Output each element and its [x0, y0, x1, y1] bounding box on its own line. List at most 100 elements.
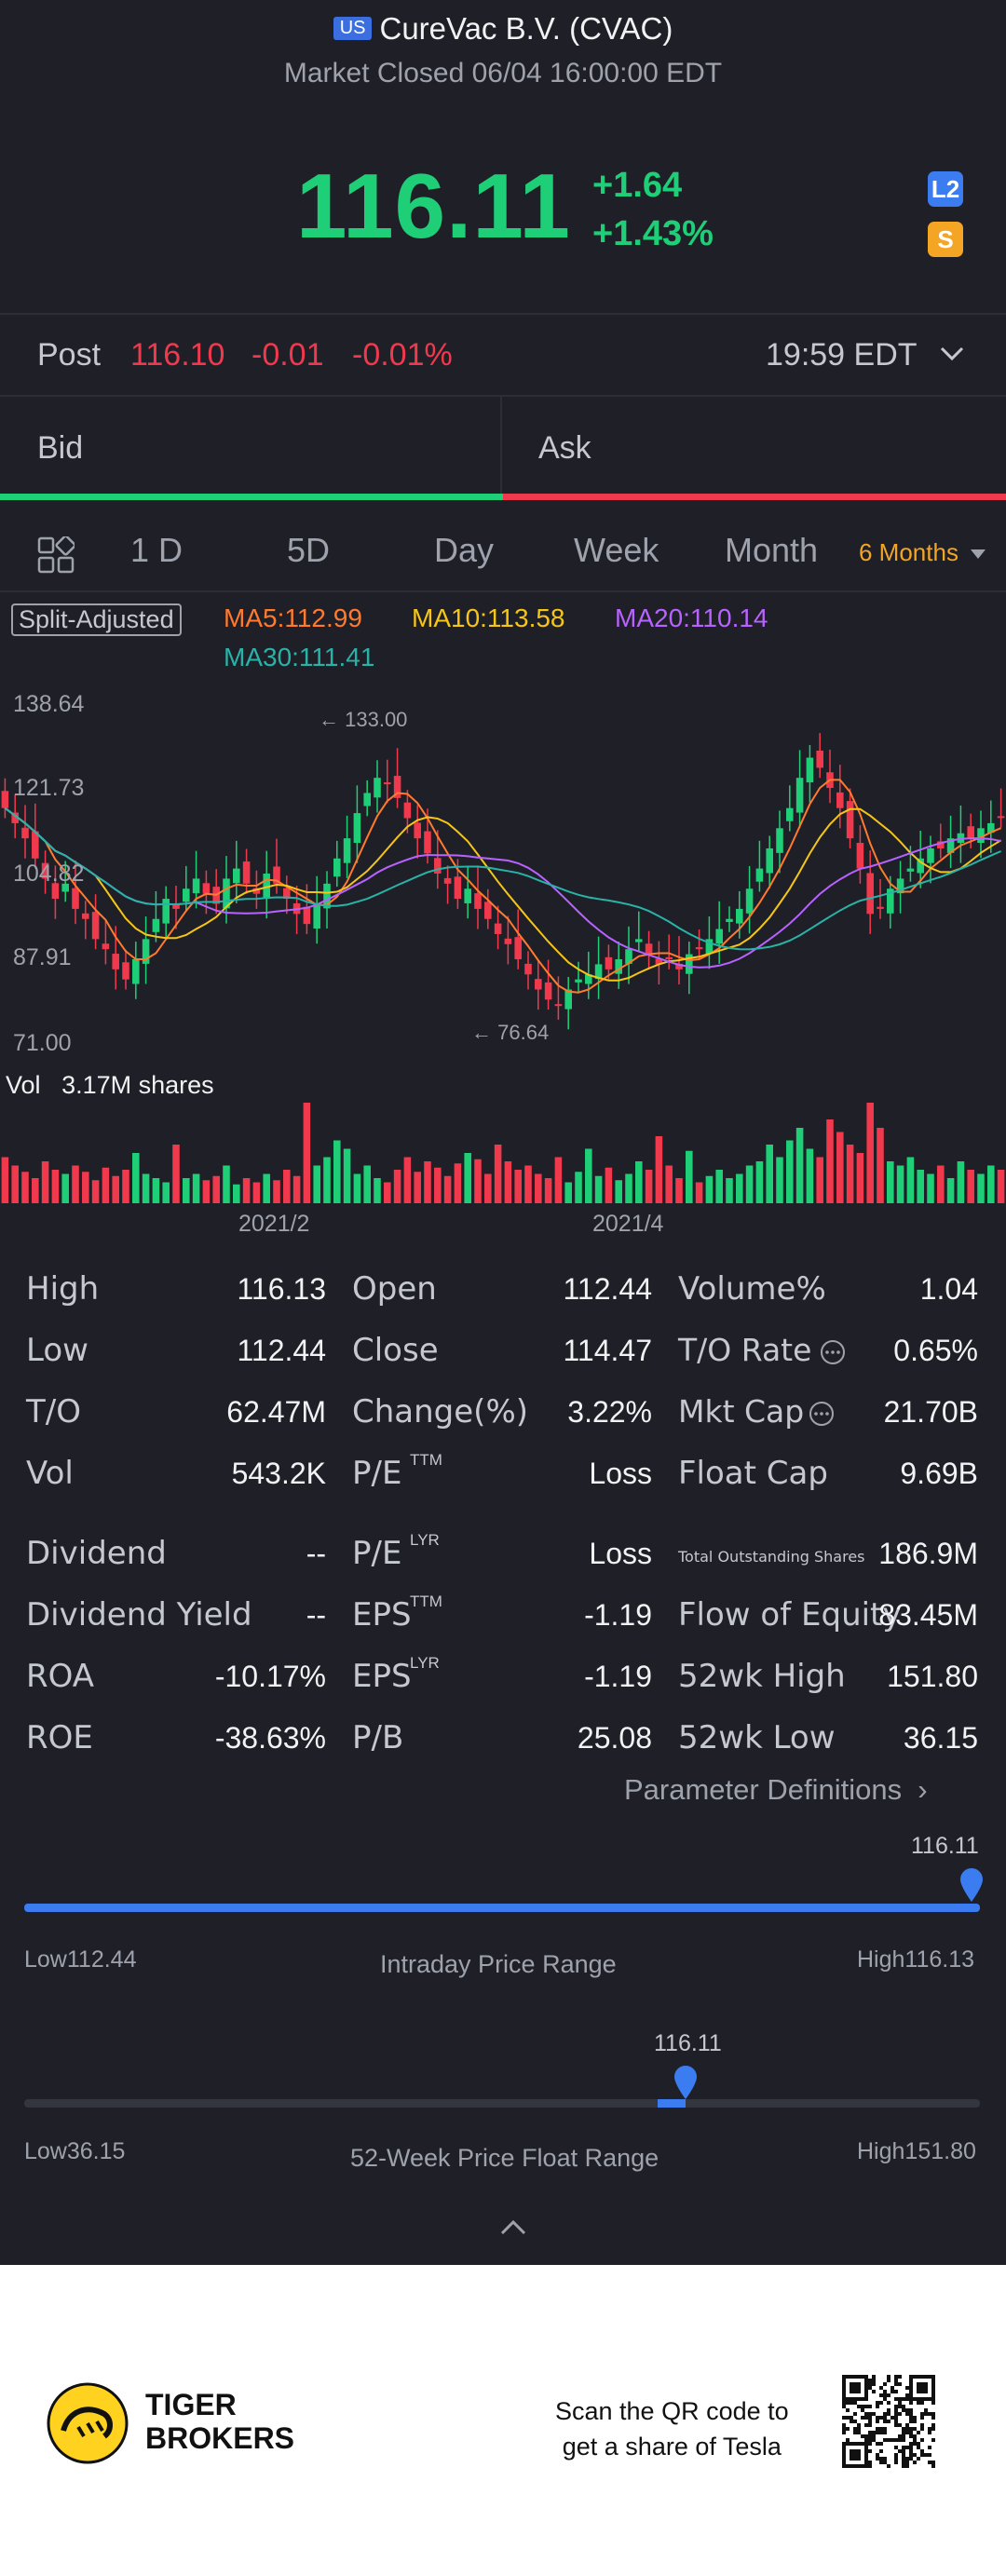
- stat-value: 114.47: [563, 1334, 653, 1367]
- ask-label[interactable]: Ask: [538, 430, 591, 466]
- chevron-up-icon[interactable]: [499, 2218, 527, 2237]
- ma30-legend: MA30:111.41: [224, 643, 375, 671]
- candle: [172, 886, 180, 929]
- tab-month[interactable]: Month: [725, 531, 819, 569]
- qr-code[interactable]: [842, 2375, 935, 2468]
- candle: [946, 815, 955, 869]
- stat-label: T/O: [26, 1393, 81, 1430]
- volume-bar: [283, 1170, 291, 1203]
- stock-title: US CureVac B.V. (CVAC): [0, 11, 1006, 47]
- stat-value: --: [306, 1537, 326, 1570]
- volume-bar: [655, 1136, 663, 1203]
- candle: [686, 942, 693, 995]
- parameter-definitions-link[interactable]: Parameter Definitions ›: [624, 1773, 928, 1806]
- volume-bar: [384, 1182, 391, 1203]
- candle: [414, 805, 421, 859]
- volume-bar: [1, 1157, 9, 1203]
- intraday-low: Low112.44: [24, 1946, 137, 1973]
- stat-label: P/E: [352, 1535, 402, 1572]
- info-icon[interactable]: [820, 1339, 846, 1365]
- volume-bar: [836, 1132, 844, 1203]
- candle: [877, 878, 884, 919]
- tab-6-months[interactable]: 6 Months: [859, 538, 958, 566]
- divider: [0, 313, 1006, 315]
- shortable-badge[interactable]: S: [928, 222, 963, 257]
- candle: [212, 869, 220, 915]
- y-axis-label: 87.91: [13, 944, 72, 970]
- tab-day[interactable]: Day: [434, 531, 495, 569]
- price-change: +1.64: [592, 166, 683, 205]
- stat-superscript: TTM: [410, 1451, 442, 1469]
- stat-label: Total Outstanding Shares: [678, 1548, 865, 1566]
- volume-bar: [212, 1175, 220, 1203]
- stat-value: 543.2K: [231, 1457, 326, 1490]
- stat-value: 116.13: [237, 1272, 327, 1306]
- intraday-range-title: Intraday Price Range: [380, 1950, 617, 1978]
- volume-chart[interactable]: [0, 1099, 1006, 1203]
- volume-bar: [645, 1170, 653, 1203]
- caret-down-icon[interactable]: [969, 548, 987, 561]
- stat-value: 151.80: [887, 1660, 978, 1693]
- volume-bar: [887, 1161, 894, 1203]
- stat-label: Mkt Cap: [678, 1393, 805, 1430]
- info-icon[interactable]: [809, 1401, 835, 1427]
- qr-caption: Scan the QR code to get a share of Tesla: [555, 2397, 789, 2461]
- y-axis-label: 121.73: [13, 775, 85, 801]
- candle: [524, 951, 532, 990]
- candle: [695, 929, 703, 960]
- candle: [997, 788, 1005, 828]
- volume-bar: [233, 1184, 240, 1203]
- candle: [896, 861, 904, 914]
- split-adjusted-toggle[interactable]: Split-Adjusted: [11, 603, 182, 636]
- stat-value: 25.08: [577, 1721, 652, 1755]
- candle: [51, 865, 60, 919]
- volume-bar: [745, 1165, 754, 1203]
- stock-name: CureVac B.V. (CVAC): [379, 11, 673, 46]
- candle: [575, 961, 582, 993]
- volume-bar: [353, 1173, 361, 1203]
- tab-5d[interactable]: 5D: [287, 531, 331, 569]
- price-chart[interactable]: [0, 689, 1006, 1062]
- ma5-legend: MA5:112.99: [224, 603, 362, 632]
- stat-value: 83.45M: [878, 1598, 978, 1632]
- volume-bar: [514, 1170, 522, 1203]
- stat-value: 9.69B: [900, 1457, 978, 1490]
- candle: [494, 905, 502, 950]
- candle: [917, 831, 924, 888]
- candle: [162, 886, 170, 939]
- low-marker: ← 76.64: [471, 1021, 550, 1044]
- last-price: 116.11: [296, 155, 571, 257]
- candle: [736, 890, 743, 939]
- volume-bar: [374, 1178, 381, 1203]
- candle: [856, 825, 864, 884]
- stat-value: Loss: [589, 1537, 652, 1570]
- volume-bar: [675, 1178, 683, 1203]
- stat-value: 62.47M: [226, 1395, 326, 1429]
- chevron-down-icon[interactable]: [939, 345, 965, 363]
- candle: [233, 840, 240, 903]
- candle: [635, 911, 643, 953]
- grid-layout-icon[interactable]: [37, 536, 75, 574]
- volume-bar: [535, 1173, 542, 1203]
- volume-bar: [987, 1165, 995, 1203]
- tab-week[interactable]: Week: [574, 531, 659, 569]
- level2-badge[interactable]: L2: [928, 171, 963, 207]
- candle: [82, 901, 89, 940]
- volume-bar: [72, 1165, 79, 1203]
- post-market-time: 19:59 EDT: [766, 337, 918, 373]
- volume-bar: [795, 1128, 804, 1203]
- candle: [977, 810, 985, 859]
- volume-bar: [414, 1172, 421, 1203]
- stat-label: 52wk Low: [678, 1719, 836, 1756]
- tab-1d[interactable]: 1 D: [130, 531, 184, 569]
- candle: [816, 733, 823, 779]
- post-market-label: Post: [37, 337, 102, 373]
- candle: [384, 759, 391, 804]
- volume-bar: [263, 1173, 270, 1203]
- us-flag-badge: US: [333, 17, 373, 40]
- volume-bar: [917, 1170, 924, 1203]
- bid-label[interactable]: Bid: [37, 430, 84, 466]
- volume-bar: [363, 1165, 371, 1203]
- 52wk-range-marker: [657, 2099, 686, 2108]
- candle: [353, 785, 361, 863]
